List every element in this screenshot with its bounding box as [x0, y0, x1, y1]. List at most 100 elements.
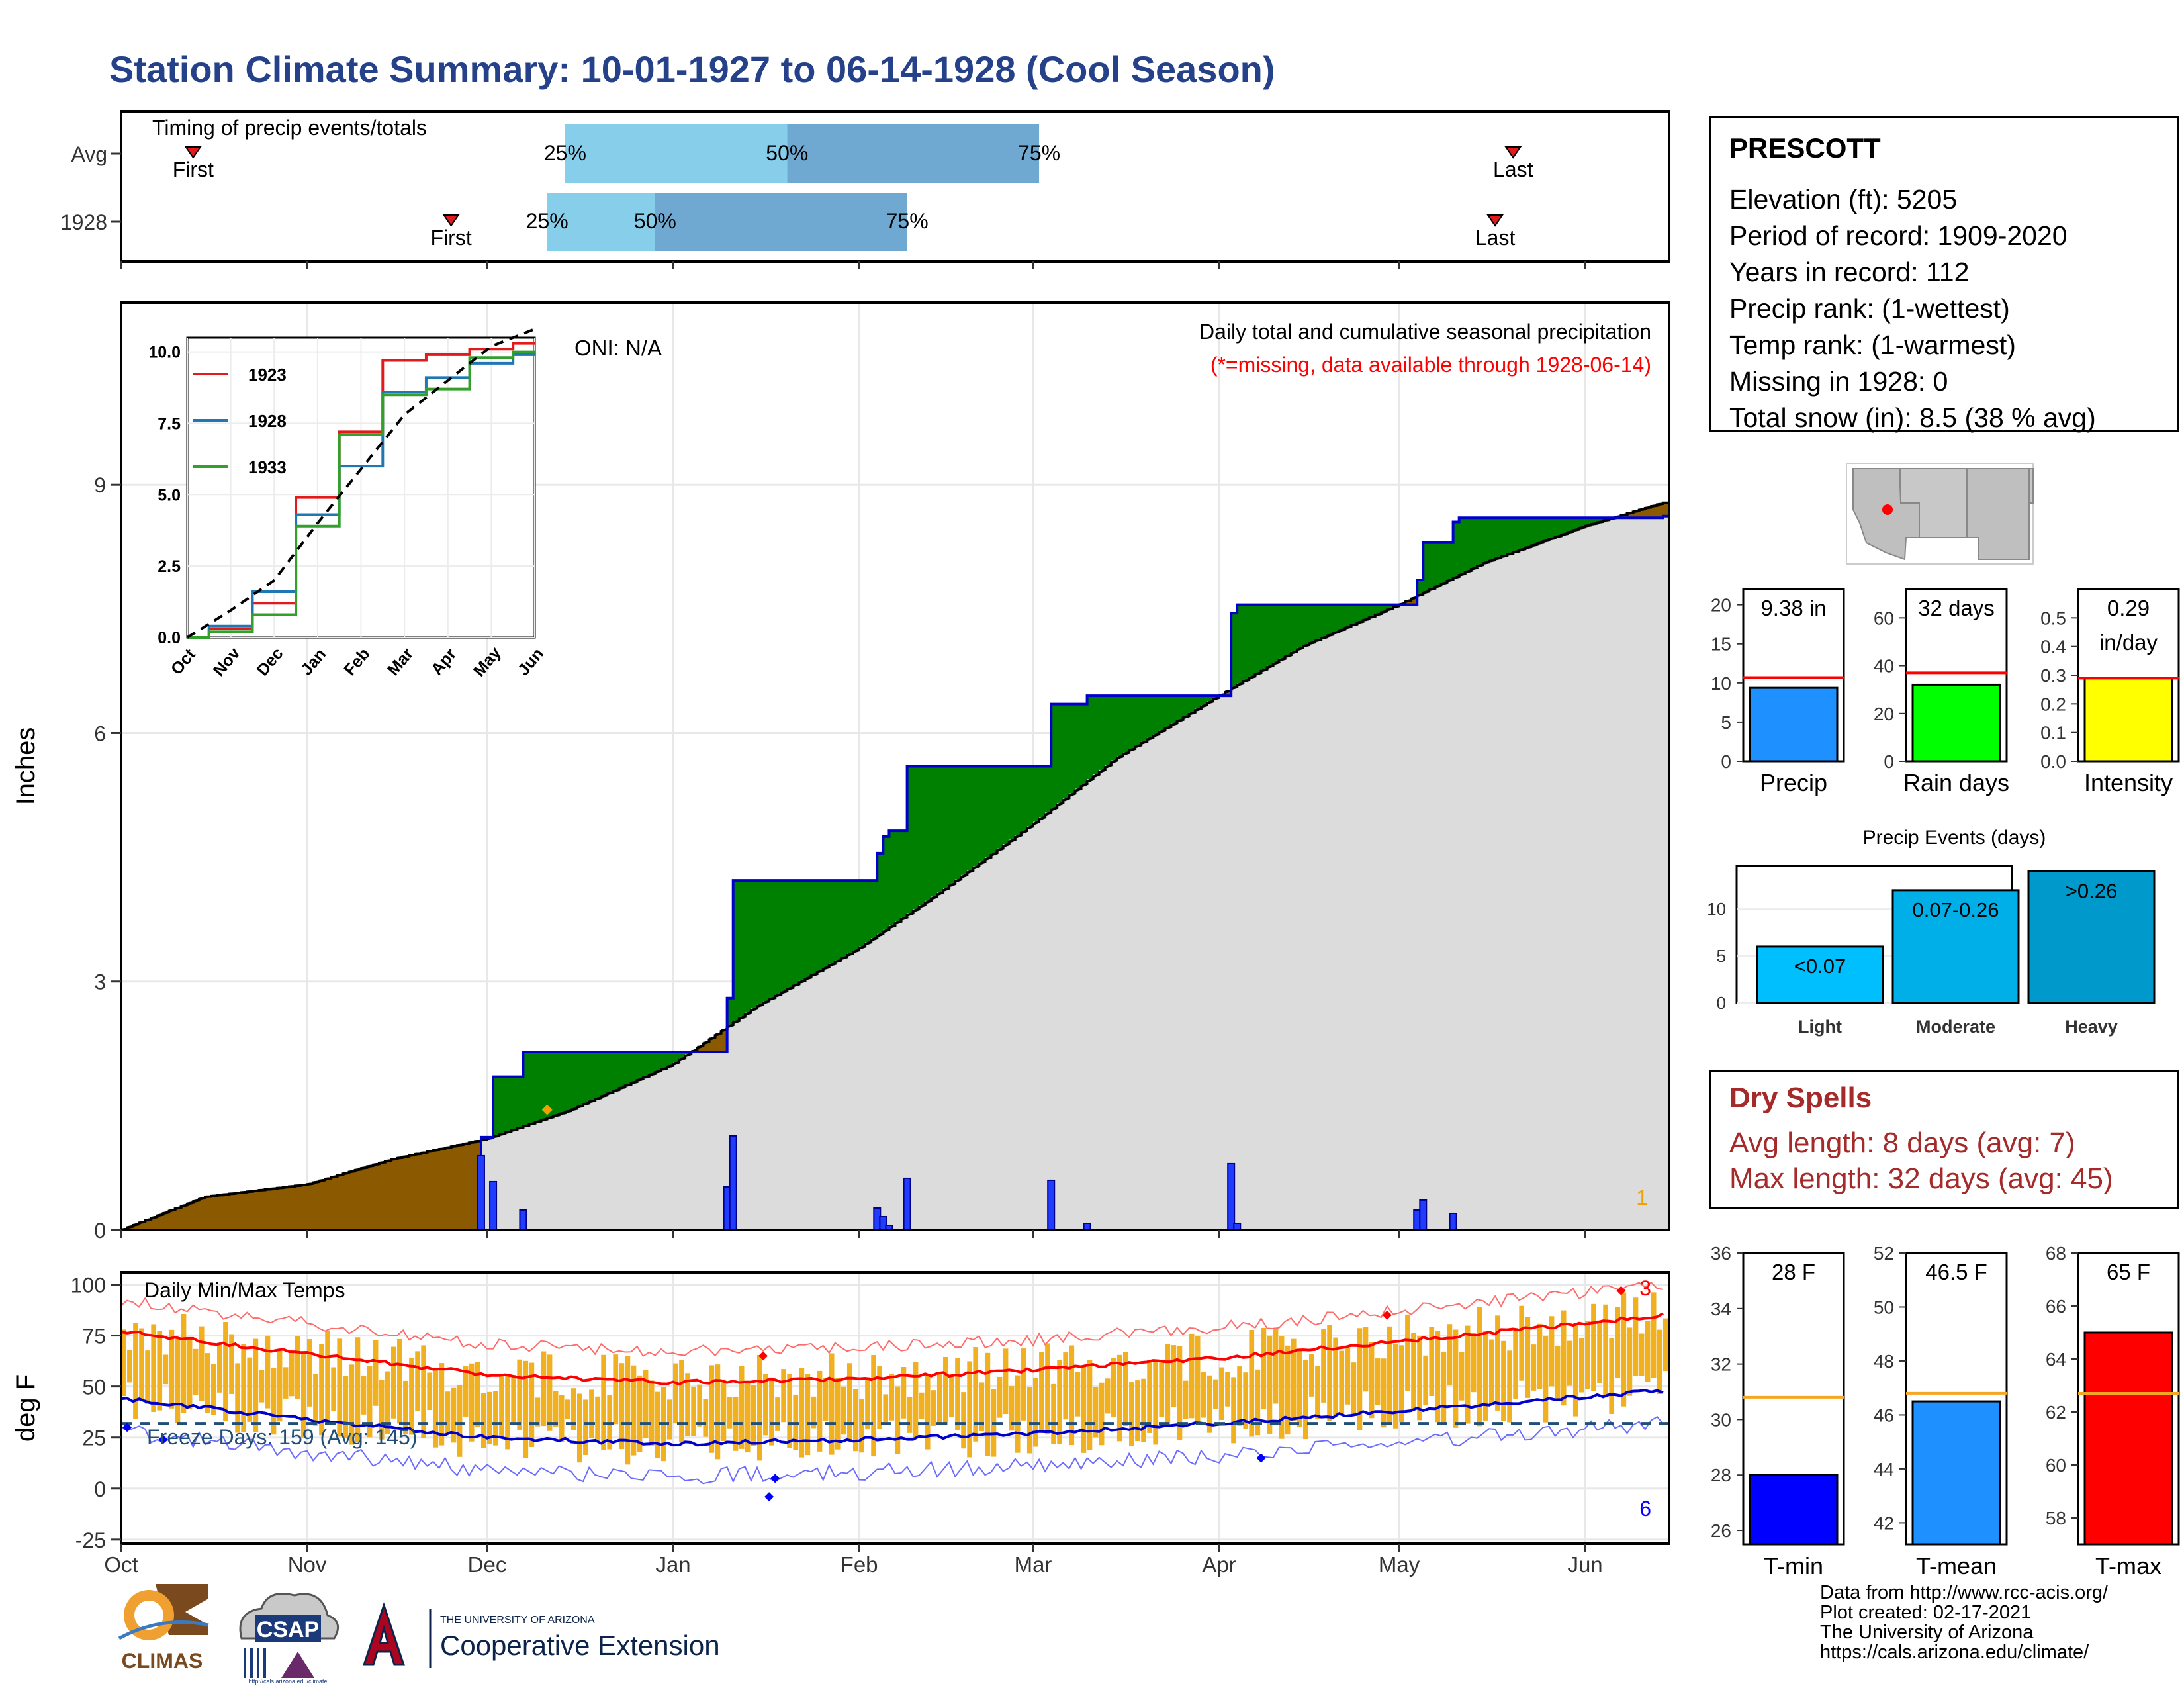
above-avg-fill — [883, 836, 890, 930]
y-tick-label: 25 — [82, 1427, 106, 1450]
timing-year-q1-bar — [547, 193, 655, 251]
daily-temp-bar — [1369, 1342, 1375, 1419]
cumulative-base — [1285, 655, 1292, 1230]
above-avg-fill — [535, 1052, 542, 1121]
daily-temp-bar — [570, 1388, 576, 1430]
daily-temp-bar — [1099, 1382, 1105, 1446]
daily-temp-bar — [1447, 1324, 1453, 1386]
daily-temp-bar — [787, 1374, 793, 1449]
daily-temp-bar — [1165, 1344, 1171, 1425]
timing-year-pct-label: 25% — [526, 209, 569, 233]
daily-temp-bar — [919, 1392, 925, 1419]
daily-temp-bar — [433, 1367, 439, 1448]
above-avg-fill — [1087, 696, 1094, 780]
daily-temp-bar — [1561, 1310, 1567, 1406]
cumulative-base — [1399, 604, 1406, 1230]
cumulative-base — [763, 1001, 770, 1230]
cumulative-base — [1195, 708, 1202, 1230]
inset-legend-label: 1928 — [248, 411, 287, 431]
above-avg-fill — [1111, 696, 1118, 761]
mini-tick-label: 60 — [2046, 1455, 2066, 1476]
daily-temp-bar — [649, 1380, 655, 1446]
cumulative-base — [625, 1084, 632, 1230]
above-avg-fill — [1302, 604, 1310, 645]
daily-temp-bar — [235, 1363, 240, 1433]
cumulative-base — [1261, 669, 1268, 1230]
above-avg-fill — [1009, 766, 1016, 840]
cumulative-base — [1212, 697, 1220, 1230]
above-avg-fill — [817, 880, 824, 971]
daily-temp-bar — [1206, 1375, 1212, 1433]
cumulative-base — [1662, 516, 1670, 1230]
daily-temp-bar — [1662, 1318, 1668, 1372]
y-tick-label: 0 — [94, 1219, 106, 1243]
above-avg-fill — [877, 853, 884, 934]
daily-temp-bar — [751, 1385, 756, 1446]
y-tick-label: 100 — [71, 1273, 106, 1297]
daily-temp-bar — [1423, 1355, 1429, 1406]
below-avg-fill — [1639, 509, 1646, 518]
temp-frame — [120, 1271, 1670, 1545]
below-avg-fill — [1633, 510, 1640, 518]
cumulative-base — [1279, 658, 1286, 1230]
cumulative-base — [1009, 839, 1016, 1230]
daily-temp-bar — [931, 1390, 936, 1426]
daily-temp-bar — [247, 1357, 253, 1422]
cumulative-base — [685, 1054, 692, 1230]
below-avg-fill — [415, 1153, 422, 1230]
locator-map — [1846, 463, 2034, 565]
daily-temp-bar — [715, 1364, 721, 1460]
mini-tick-label: 42 — [1874, 1513, 1894, 1533]
daily-temp-bar — [373, 1340, 379, 1406]
below-avg-fill — [715, 1033, 722, 1053]
y-tick-label: 0 — [94, 1477, 106, 1501]
cumulative-base — [1537, 542, 1544, 1230]
below-avg-fill — [313, 1182, 320, 1230]
daily-temp-bar — [871, 1354, 876, 1457]
station-location-marker — [1882, 504, 1893, 515]
cumulative-base — [1345, 626, 1352, 1230]
above-avg-fill — [570, 1052, 578, 1109]
record-marker — [764, 1492, 774, 1502]
cumulative-base — [1075, 788, 1082, 1230]
events-bar-Light — [1756, 945, 1884, 1004]
cumulative-base — [1087, 779, 1094, 1230]
daily-temp-bar — [553, 1391, 559, 1427]
above-avg-fill — [781, 880, 788, 992]
above-avg-fill — [846, 880, 854, 954]
above-avg-fill — [1333, 604, 1340, 632]
daily-temp-bar — [193, 1348, 199, 1395]
below-avg-fill — [271, 1188, 278, 1230]
mini-tick-label: 10 — [1711, 673, 1731, 694]
cumulative-base — [829, 963, 836, 1230]
above-avg-fill — [1321, 604, 1328, 637]
cumulative-base — [823, 967, 830, 1230]
above-avg-fill — [1549, 518, 1556, 538]
cumulative-base — [1051, 808, 1058, 1230]
daily-temp-bar — [997, 1376, 1003, 1418]
above-avg-fill — [1003, 766, 1010, 845]
cumulative-base — [559, 1113, 566, 1230]
daily-temp-bar — [181, 1313, 187, 1413]
above-avg-fill — [1063, 704, 1070, 798]
above-avg-fill — [727, 998, 734, 1025]
above-avg-fill — [1051, 704, 1058, 808]
daily-temp-bar — [133, 1323, 138, 1419]
above-avg-fill — [673, 1052, 680, 1062]
cumulative-base — [1639, 518, 1646, 1230]
daily-temp-bar — [1171, 1345, 1177, 1407]
cumulative-base — [1555, 536, 1562, 1231]
daily-temp-bar — [1225, 1372, 1230, 1407]
x-tick-label: Jan — [655, 1552, 690, 1577]
cumulative-base — [631, 1082, 638, 1230]
cumulative-base — [1321, 637, 1328, 1230]
dry-spells-title: Dry Spells — [1729, 1082, 1872, 1114]
cumulative-base — [666, 1065, 674, 1230]
cumulative-base — [1255, 673, 1262, 1230]
daily-temp-bar — [637, 1375, 643, 1452]
below-avg-fill — [1662, 502, 1670, 516]
precip-subtitle: (*=missing, data available through 1928-… — [1210, 353, 1651, 377]
daily-temp-bar — [1201, 1372, 1206, 1418]
daily-temp-bar — [1572, 1323, 1578, 1417]
above-avg-fill — [583, 1052, 590, 1103]
